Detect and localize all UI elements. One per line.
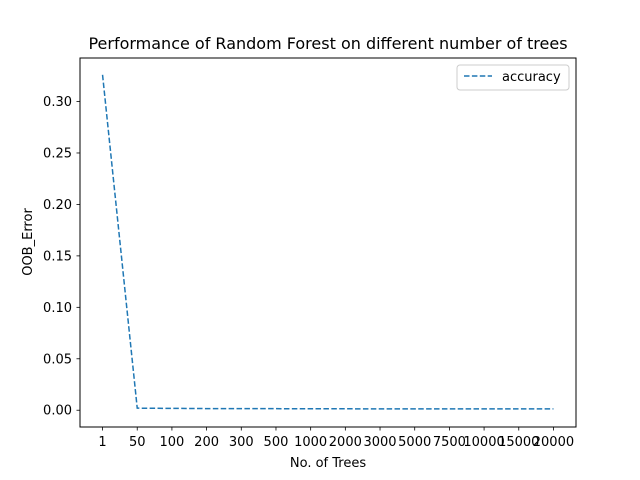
x-tick-label: 50 bbox=[129, 435, 146, 450]
x-tick-label: 1000 bbox=[294, 435, 327, 450]
legend-box bbox=[456, 64, 570, 91]
x-tick-label: 200 bbox=[194, 435, 219, 450]
x-tick-label: 2000 bbox=[329, 435, 362, 450]
x-tick-label: 5000 bbox=[398, 435, 431, 450]
y-tick-label: 0.15 bbox=[43, 249, 72, 264]
series-line-accuracy bbox=[101, 74, 554, 410]
y-tick-label: 0.00 bbox=[43, 404, 72, 419]
y-tick-label: 0.10 bbox=[43, 301, 72, 316]
x-tick-label: 100 bbox=[160, 435, 185, 450]
y-axis-label: OOB_Error bbox=[21, 208, 36, 276]
x-tick-label: 15000 bbox=[498, 435, 539, 450]
y-tick-label: 0.30 bbox=[43, 95, 72, 110]
x-tick-label: 300 bbox=[229, 435, 254, 450]
y-tick-label: 0.20 bbox=[43, 198, 72, 213]
y-tick-label: 0.25 bbox=[43, 146, 72, 161]
axes-frame bbox=[79, 57, 577, 428]
chart-title: Performance of Random Forest on differen… bbox=[88, 34, 567, 53]
x-tick-label: 7500 bbox=[433, 435, 466, 450]
x-tick-label: 10000 bbox=[463, 435, 504, 450]
y-axis: 0.00 0.05 0.10 0.15 0.20 0.25 0.30 bbox=[43, 95, 80, 419]
x-axis: 1 50 100 200 300 500 1000 2000 3000 5000 750010000… bbox=[98, 427, 574, 450]
y-tick-label: 0.05 bbox=[43, 352, 72, 367]
legend: accuracy bbox=[456, 64, 570, 91]
x-tick-label: 3000 bbox=[363, 435, 396, 450]
x-tick-label: 500 bbox=[264, 435, 289, 450]
x-tick-label: 1 bbox=[98, 435, 106, 450]
legend-label-accuracy: accuracy bbox=[502, 70, 561, 85]
x-tick-label: 20000 bbox=[533, 435, 574, 450]
plot-area bbox=[101, 74, 554, 410]
x-axis-label: No. of Trees bbox=[290, 456, 366, 471]
